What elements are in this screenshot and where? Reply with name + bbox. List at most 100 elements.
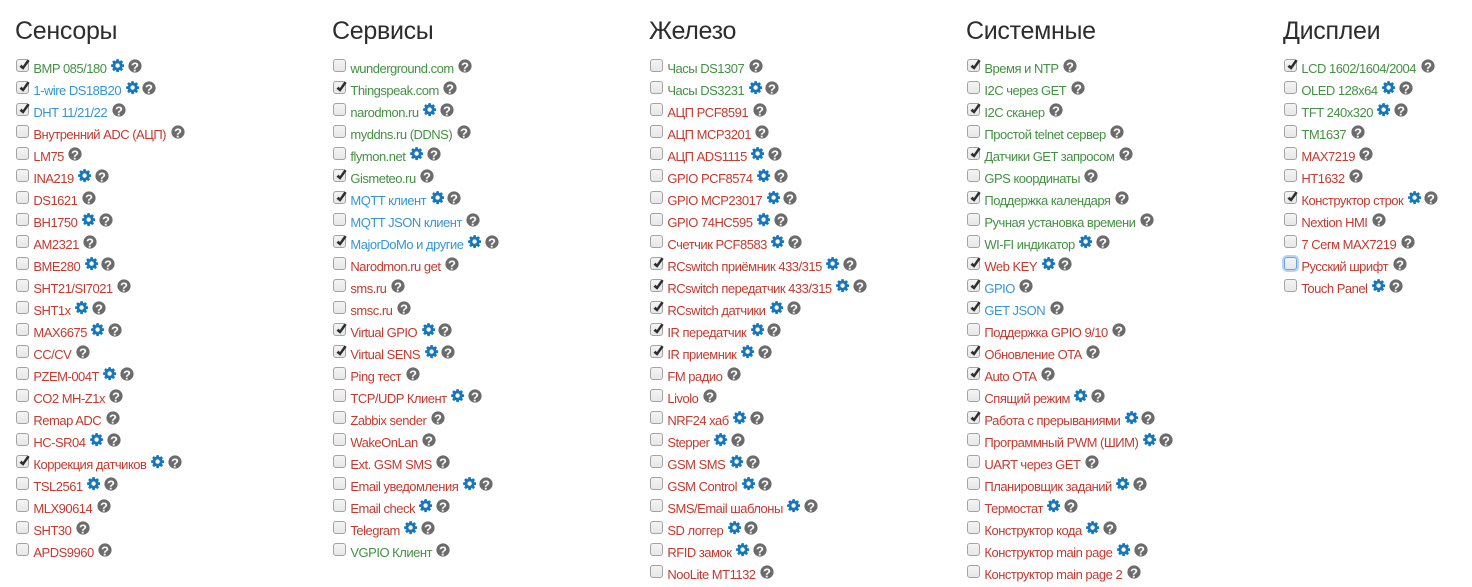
svg-text:?: ? bbox=[488, 235, 496, 249]
svg-text:?: ? bbox=[85, 191, 93, 205]
svg-text:?: ? bbox=[471, 389, 479, 403]
svg-text:?: ? bbox=[1052, 103, 1060, 117]
svg-text:?: ? bbox=[109, 411, 117, 425]
svg-text:?: ? bbox=[750, 455, 758, 469]
svg-text:?: ? bbox=[777, 213, 785, 227]
svg-text:?: ? bbox=[1136, 477, 1144, 491]
svg-text:?: ? bbox=[102, 213, 110, 227]
svg-text:?: ? bbox=[763, 565, 771, 579]
svg-text:?: ? bbox=[752, 59, 760, 73]
svg-text:?: ? bbox=[1392, 279, 1400, 293]
svg-text:?: ? bbox=[1424, 59, 1432, 73]
svg-text:?: ? bbox=[79, 345, 87, 359]
svg-text:?: ? bbox=[1022, 279, 1030, 293]
svg-text:?: ? bbox=[747, 521, 755, 535]
svg-text:?: ? bbox=[1404, 235, 1412, 249]
svg-text:?: ? bbox=[1143, 213, 1151, 227]
svg-text:?: ? bbox=[174, 125, 182, 139]
svg-text:?: ? bbox=[1044, 367, 1052, 381]
svg-text:?: ? bbox=[730, 367, 738, 381]
svg-text:?: ? bbox=[71, 147, 79, 161]
svg-text:?: ? bbox=[756, 103, 764, 117]
svg-text:?: ? bbox=[1088, 455, 1096, 469]
svg-text:?: ? bbox=[768, 81, 776, 95]
svg-text:?: ? bbox=[1137, 543, 1145, 557]
svg-text:?: ? bbox=[469, 213, 477, 227]
svg-text:?: ? bbox=[439, 455, 447, 469]
svg-text:?: ? bbox=[441, 323, 449, 337]
svg-text:?: ? bbox=[1106, 521, 1114, 535]
svg-text:?: ? bbox=[145, 81, 153, 95]
svg-text:?: ? bbox=[409, 367, 417, 381]
svg-text:?: ? bbox=[856, 279, 864, 293]
svg-text:?: ? bbox=[120, 279, 128, 293]
svg-text:?: ? bbox=[1061, 257, 1069, 271]
svg-text:?: ? bbox=[791, 235, 799, 249]
svg-text:?: ? bbox=[1066, 59, 1074, 73]
svg-text:?: ? bbox=[761, 477, 769, 491]
svg-text:?: ? bbox=[461, 59, 469, 73]
svg-text:?: ? bbox=[443, 103, 451, 117]
svg-text:?: ? bbox=[115, 103, 123, 117]
svg-text:?: ? bbox=[430, 147, 438, 161]
svg-text:?: ? bbox=[424, 521, 432, 535]
svg-text:?: ? bbox=[790, 301, 798, 315]
svg-text:?: ? bbox=[1067, 499, 1075, 513]
svg-text:?: ? bbox=[807, 499, 815, 513]
svg-text:?: ? bbox=[79, 521, 87, 535]
svg-text:?: ? bbox=[100, 499, 108, 513]
svg-text:?: ? bbox=[112, 389, 120, 403]
svg-text:?: ? bbox=[756, 543, 764, 557]
svg-text:?: ? bbox=[777, 169, 785, 183]
svg-text:?: ? bbox=[1115, 323, 1123, 337]
svg-text:?: ? bbox=[131, 59, 139, 73]
svg-text:?: ? bbox=[1375, 213, 1383, 227]
svg-text:?: ? bbox=[111, 323, 119, 337]
svg-text:?: ? bbox=[846, 257, 854, 271]
svg-text:?: ? bbox=[439, 543, 447, 557]
svg-text:?: ? bbox=[1087, 169, 1095, 183]
svg-text:?: ? bbox=[734, 433, 742, 447]
svg-text:?: ? bbox=[446, 81, 454, 95]
svg-text:?: ? bbox=[1074, 81, 1082, 95]
svg-text:?: ? bbox=[434, 411, 442, 425]
svg-text:?: ? bbox=[1122, 147, 1130, 161]
svg-text:?: ? bbox=[460, 125, 468, 139]
svg-text:?: ? bbox=[1094, 389, 1102, 403]
svg-text:?: ? bbox=[786, 191, 794, 205]
svg-text:?: ? bbox=[1427, 191, 1435, 205]
svg-text:?: ? bbox=[101, 543, 109, 557]
svg-text:?: ? bbox=[1118, 191, 1126, 205]
svg-text:?: ? bbox=[444, 345, 452, 359]
svg-text:?: ? bbox=[761, 345, 769, 359]
svg-text:?: ? bbox=[1354, 125, 1362, 139]
svg-text:?: ? bbox=[482, 477, 490, 491]
svg-text:?: ? bbox=[771, 147, 779, 161]
svg-text:?: ? bbox=[107, 477, 115, 491]
svg-text:?: ? bbox=[758, 125, 766, 139]
svg-text:?: ? bbox=[1397, 103, 1405, 117]
svg-text:?: ? bbox=[400, 301, 408, 315]
svg-text:?: ? bbox=[423, 169, 431, 183]
svg-text:?: ? bbox=[110, 433, 118, 447]
svg-text:?: ? bbox=[1163, 433, 1171, 447]
svg-text:?: ? bbox=[1053, 301, 1061, 315]
svg-text:?: ? bbox=[770, 323, 778, 337]
svg-text:?: ? bbox=[394, 279, 402, 293]
svg-text:?: ? bbox=[1402, 81, 1410, 95]
svg-text:?: ? bbox=[425, 433, 433, 447]
svg-text:?: ? bbox=[439, 499, 447, 513]
svg-text:?: ? bbox=[1144, 411, 1152, 425]
svg-text:?: ? bbox=[1099, 235, 1107, 249]
svg-text:?: ? bbox=[1396, 257, 1404, 271]
svg-text:?: ? bbox=[1130, 565, 1138, 579]
svg-text:?: ? bbox=[1089, 345, 1097, 359]
svg-text:?: ? bbox=[450, 191, 458, 205]
svg-text:?: ? bbox=[448, 257, 456, 271]
svg-text:?: ? bbox=[86, 235, 94, 249]
svg-text:?: ? bbox=[1352, 169, 1360, 183]
svg-text:?: ? bbox=[104, 257, 112, 271]
svg-text:?: ? bbox=[1363, 147, 1371, 161]
svg-text:?: ? bbox=[95, 301, 103, 315]
svg-text:?: ? bbox=[98, 169, 106, 183]
